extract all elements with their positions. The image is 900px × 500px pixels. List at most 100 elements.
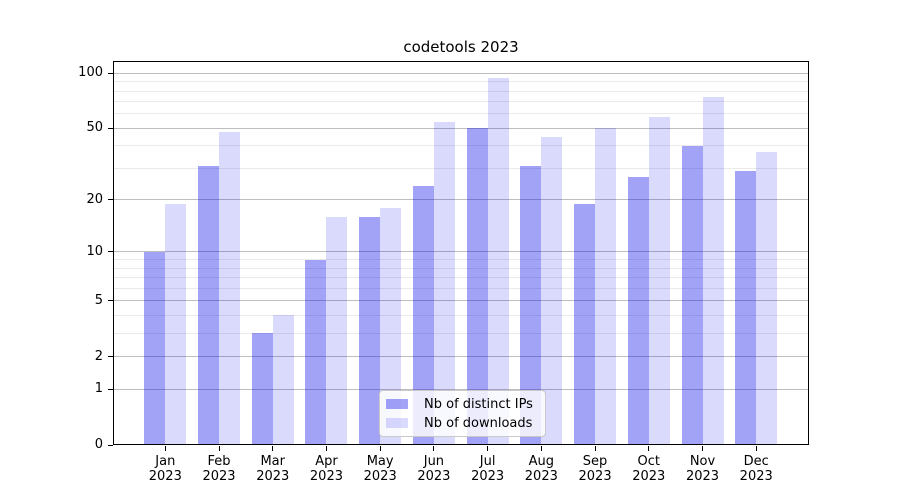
- bar-downloads: [648, 116, 670, 445]
- gridline-minor: [114, 314, 808, 316]
- y-tick: [108, 444, 113, 446]
- y-tick: [108, 199, 113, 201]
- y-tick-label: 5: [94, 292, 103, 308]
- chart-title: codetools 2023: [403, 38, 519, 56]
- gridline-major: [114, 300, 808, 302]
- x-tick: [325, 446, 327, 451]
- x-tick-label-line: Oct: [637, 454, 660, 469]
- x-tick-label-line: 2023: [685, 469, 720, 484]
- x-tick: [540, 446, 542, 451]
- bar-downloads: [487, 78, 509, 445]
- y-tick: [108, 300, 113, 302]
- gridline-minor: [114, 81, 808, 83]
- x-tick: [379, 446, 381, 451]
- gridline-major: [114, 251, 808, 253]
- bar-downloads: [219, 131, 241, 445]
- bar-distinct-ips: [305, 259, 327, 445]
- x-tick-label-line: 2023: [309, 469, 343, 484]
- x-tick-label-line: 2023: [471, 469, 505, 484]
- bar-distinct-ips: [627, 176, 649, 445]
- legend-swatch-distinct-ips: [386, 399, 408, 409]
- x-tick-label-line: 2023: [148, 469, 182, 484]
- x-tick-label: Jul 2023: [460, 454, 516, 484]
- x-tick-label: Feb 2023: [191, 454, 247, 484]
- bar-downloads: [326, 216, 348, 445]
- x-tick-label-line: Nov: [689, 454, 716, 469]
- x-tick-label-line: 2023: [632, 469, 666, 484]
- bar-downloads: [702, 97, 724, 445]
- x-tick-label: Aug 2023: [513, 454, 569, 484]
- x-tick-label-line: Sep: [582, 454, 608, 469]
- bar-distinct-ips: [198, 165, 220, 445]
- bar-distinct-ips: [144, 251, 166, 445]
- x-tick-label: Jan 2023: [137, 454, 193, 484]
- x-tick-label: Mar 2023: [245, 454, 301, 484]
- x-tick-label: May 2023: [352, 454, 408, 484]
- y-tick: [108, 72, 113, 74]
- x-tick: [702, 446, 703, 451]
- x-tick-label-line: Apr: [315, 454, 338, 469]
- bar-distinct-ips: [574, 203, 596, 445]
- bar-distinct-ips: [520, 165, 542, 445]
- gridline-minor: [114, 90, 808, 92]
- x-tick-label-line: Aug: [528, 454, 555, 469]
- gridline-minor: [114, 287, 808, 289]
- gridline-major: [114, 127, 808, 129]
- bar-distinct-ips: [681, 145, 703, 445]
- bar-downloads: [165, 203, 187, 445]
- bar-downloads: [756, 152, 778, 445]
- x-tick-label: Oct 2023: [621, 454, 677, 484]
- legend-label-downloads: Nb of downloads: [424, 415, 533, 431]
- bar-distinct-ips: [735, 171, 757, 445]
- gridline-minor: [114, 267, 808, 269]
- x-tick-label-line: 2023: [363, 469, 397, 484]
- bar-downloads: [380, 207, 402, 445]
- x-tick-label-line: May: [366, 454, 394, 469]
- x-tick-label-line: 2023: [202, 469, 236, 484]
- bar-distinct-ips: [412, 185, 434, 445]
- x-tick-label: Nov 2023: [675, 454, 731, 484]
- legend: Nb of distinct IPs Nb of downloads: [379, 390, 546, 437]
- x-tick-label-line: 2023: [524, 469, 558, 484]
- x-tick: [164, 446, 166, 451]
- bar-downloads: [541, 136, 563, 445]
- y-tick-label: 0: [94, 437, 103, 452]
- x-tick-label-line: Dec: [743, 454, 769, 469]
- y-tick-label: 100: [78, 65, 103, 81]
- x-tick-label-line: Jan: [155, 454, 176, 469]
- x-tick-label-line: 2023: [417, 469, 451, 484]
- gridline-major: [114, 388, 808, 390]
- x-tick-label-line: 2023: [256, 469, 290, 484]
- bar-downloads: [433, 122, 455, 445]
- x-tick-label-line: Jul: [479, 454, 496, 469]
- x-tick-label-line: Mar: [260, 454, 285, 469]
- gridline-minor: [114, 168, 808, 169]
- gridline-minor: [114, 259, 808, 261]
- bar-distinct-ips: [359, 216, 381, 445]
- gridline-minor: [114, 145, 808, 147]
- gridline-minor: [114, 277, 808, 279]
- y-tick-label: 50: [86, 120, 103, 136]
- gridline-major: [114, 72, 808, 74]
- x-tick: [648, 446, 650, 451]
- y-tick: [108, 388, 113, 390]
- x-tick-label-line: Jun: [423, 454, 445, 469]
- x-tick-label: Sep 2023: [567, 454, 623, 484]
- gridline-minor: [114, 101, 808, 103]
- y-tick-label: 20: [86, 191, 103, 207]
- x-tick: [594, 446, 596, 451]
- x-tick-label: Dec 2023: [728, 454, 784, 484]
- legend-item-distinct-ips: Nb of distinct IPs: [386, 397, 537, 412]
- y-tick-label: 2: [94, 348, 103, 364]
- y-tick: [108, 251, 113, 253]
- x-tick-label-line: 2023: [578, 469, 612, 484]
- x-tick: [755, 446, 757, 451]
- x-tick: [433, 446, 435, 451]
- gridline-major: [114, 356, 808, 358]
- legend-swatch-downloads: [386, 418, 408, 428]
- y-tick: [108, 356, 113, 358]
- bar-distinct-ips: [251, 333, 273, 445]
- x-tick: [487, 446, 489, 451]
- bar-downloads: [272, 315, 294, 445]
